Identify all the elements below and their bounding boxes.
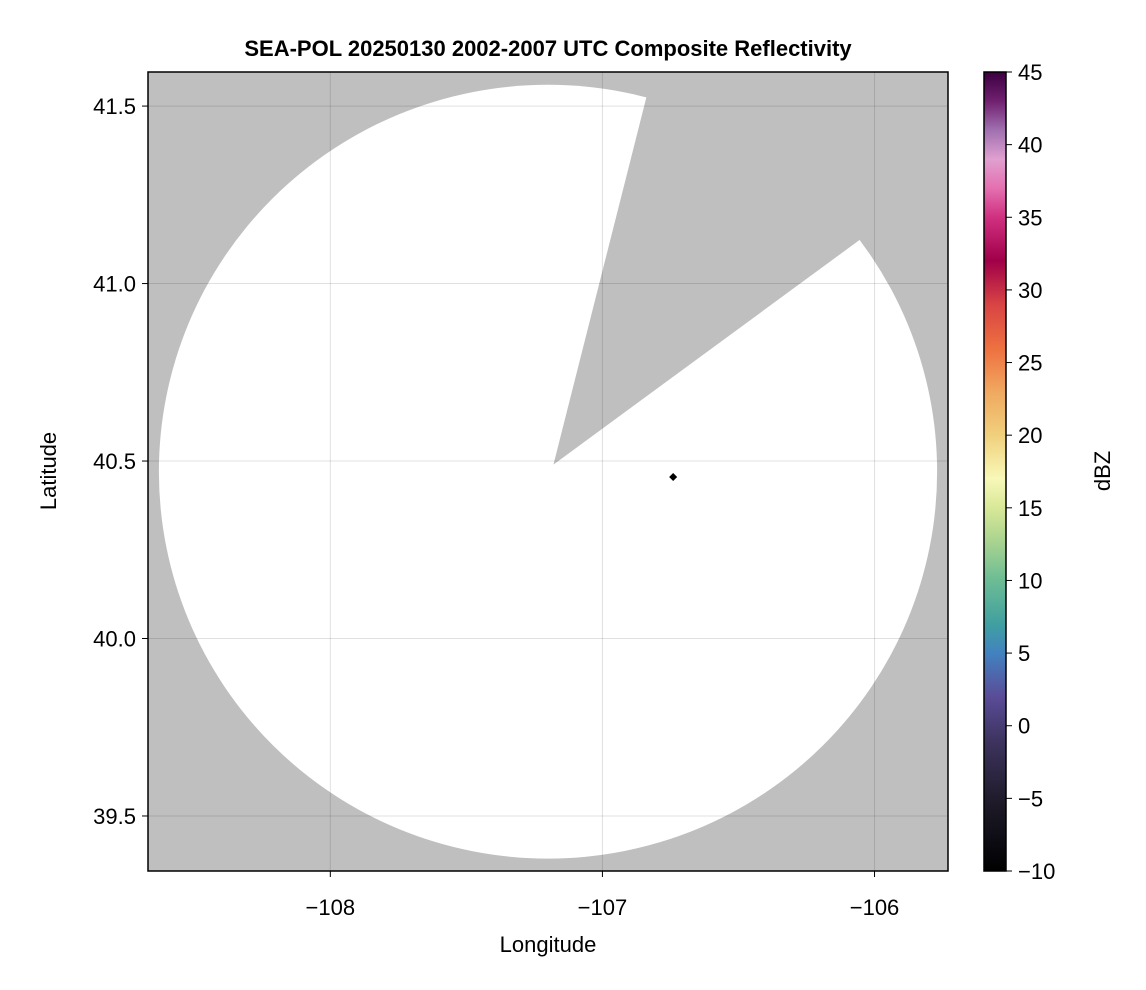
colorbar-label: dBZ	[1090, 451, 1115, 491]
chart-title: SEA-POL 20250130 2002-2007 UTC Composite…	[244, 36, 852, 61]
colorbar-tick-label: 20	[1018, 423, 1042, 448]
plot-frame	[147, 71, 949, 872]
x-tick-label: −106	[850, 895, 900, 920]
colorbar-tick-label: 35	[1018, 205, 1042, 230]
x-tick-label: −108	[306, 895, 356, 920]
colorbar	[983, 71, 1007, 872]
colorbar-tick-label: 10	[1018, 568, 1042, 593]
colorbar-tick-label: 15	[1018, 496, 1042, 521]
y-tick-label: 39.5	[93, 804, 136, 829]
colorbar-tick-label: 25	[1018, 351, 1042, 376]
colorbar-tick-label: −5	[1018, 786, 1043, 811]
x-tick-label: −107	[578, 895, 628, 920]
colorbar-tick-label: 0	[1018, 714, 1030, 739]
colorbar-tick-label: 30	[1018, 278, 1042, 303]
colorbar-tick-label: 5	[1018, 641, 1030, 666]
colorbar-tick-label: 45	[1018, 60, 1042, 85]
x-axis-label: Longitude	[500, 932, 597, 957]
y-tick-label: 41.0	[93, 272, 136, 297]
y-tick-label: 40.0	[93, 627, 136, 652]
colorbar-tick-label: 40	[1018, 133, 1042, 158]
radar-location-marker	[669, 473, 678, 482]
y-axis-label: Latitude	[36, 432, 61, 510]
y-tick-label: 41.5	[93, 94, 136, 119]
colorbar-tick-label: −10	[1018, 859, 1055, 884]
blocked-sector	[553, 72, 948, 465]
plot-area	[148, 72, 948, 871]
y-tick-label: 40.5	[93, 449, 136, 474]
